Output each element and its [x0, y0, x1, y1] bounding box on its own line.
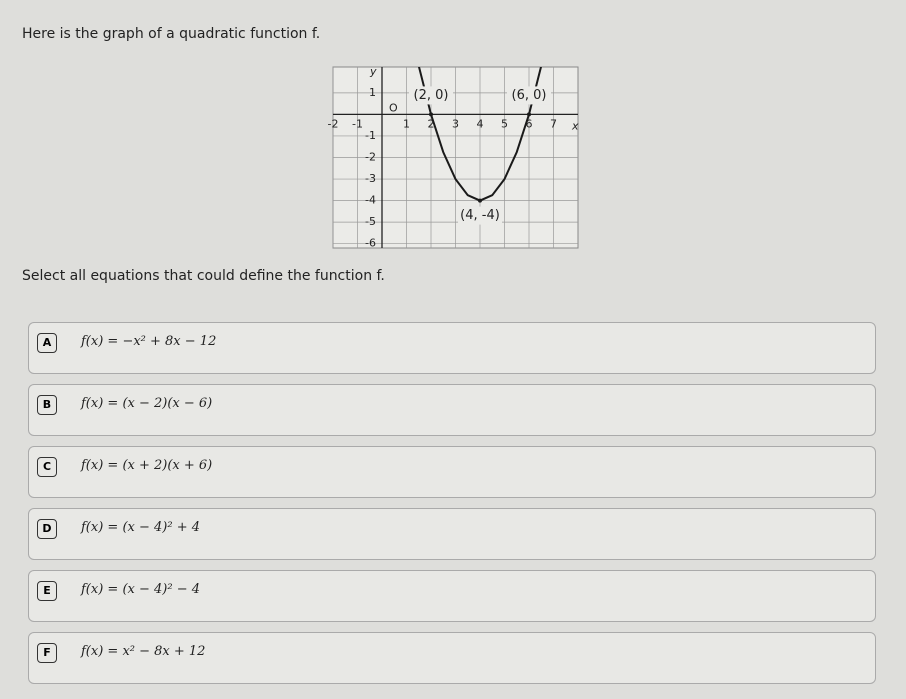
- origin-label: O: [389, 101, 398, 114]
- x-tick-label: -2: [328, 117, 339, 130]
- y-tick-label: -3: [365, 172, 376, 185]
- label-bg: [507, 86, 551, 105]
- point: [478, 198, 482, 203]
- option-letter: B: [37, 395, 57, 415]
- option-letter: A: [37, 333, 57, 353]
- option-equation: f(x) = (x − 2)(x − 6): [81, 396, 213, 411]
- point-label: (2, 0): [414, 88, 449, 103]
- option-equation: f(x) = (x + 2)(x + 6): [81, 458, 213, 473]
- instruction: Select all equations that could define t…: [22, 268, 385, 284]
- option-equation: f(x) = −x² + 8x − 12: [81, 334, 217, 349]
- option-letter: C: [37, 457, 57, 477]
- point: [429, 112, 433, 117]
- y-axis-label: y: [369, 65, 377, 78]
- option-equation: f(x) = (x − 4)² − 4: [81, 582, 200, 597]
- y-tick-label: -4: [365, 194, 376, 207]
- x-tick-label: 4: [477, 117, 484, 130]
- graph: -2 -1 1 2 3 4 5 6 7 1 -1 -2 -3 -4 -5 -6 x y O (2, 0) (6, 0) (…: [328, 65, 579, 250]
- option-letter: F: [37, 643, 57, 663]
- y-tick-label: -5: [365, 215, 376, 228]
- x-tick-label: 7: [550, 117, 557, 130]
- y-tick-label: -1: [365, 129, 376, 142]
- x-tick-label: -1: [352, 117, 363, 130]
- point-label: (4, -4): [460, 208, 500, 223]
- x-tick-label: 2: [428, 117, 435, 130]
- option-letter: D: [37, 519, 57, 539]
- point-label: (6, 0): [512, 88, 547, 103]
- label-bg: [458, 206, 502, 225]
- y-tick-label: -2: [365, 151, 376, 164]
- label-bg: [409, 86, 453, 105]
- option-equation: f(x) = x² − 8x + 12: [81, 644, 206, 659]
- x-axis-label: x: [571, 119, 579, 132]
- option-equation: f(x) = (x − 4)² + 4: [81, 520, 200, 535]
- y-tick-label: -6: [365, 237, 376, 250]
- option-letter: E: [37, 581, 57, 601]
- x-tick-label: 6: [526, 117, 533, 130]
- y-tick-label: 1: [369, 86, 376, 99]
- x-tick-label: 1: [403, 117, 410, 130]
- x-tick-label: 3: [452, 117, 459, 130]
- prompt: Here is the graph of a quadratic functio…: [22, 26, 321, 42]
- point: [527, 112, 531, 117]
- x-tick-label: 5: [501, 117, 508, 130]
